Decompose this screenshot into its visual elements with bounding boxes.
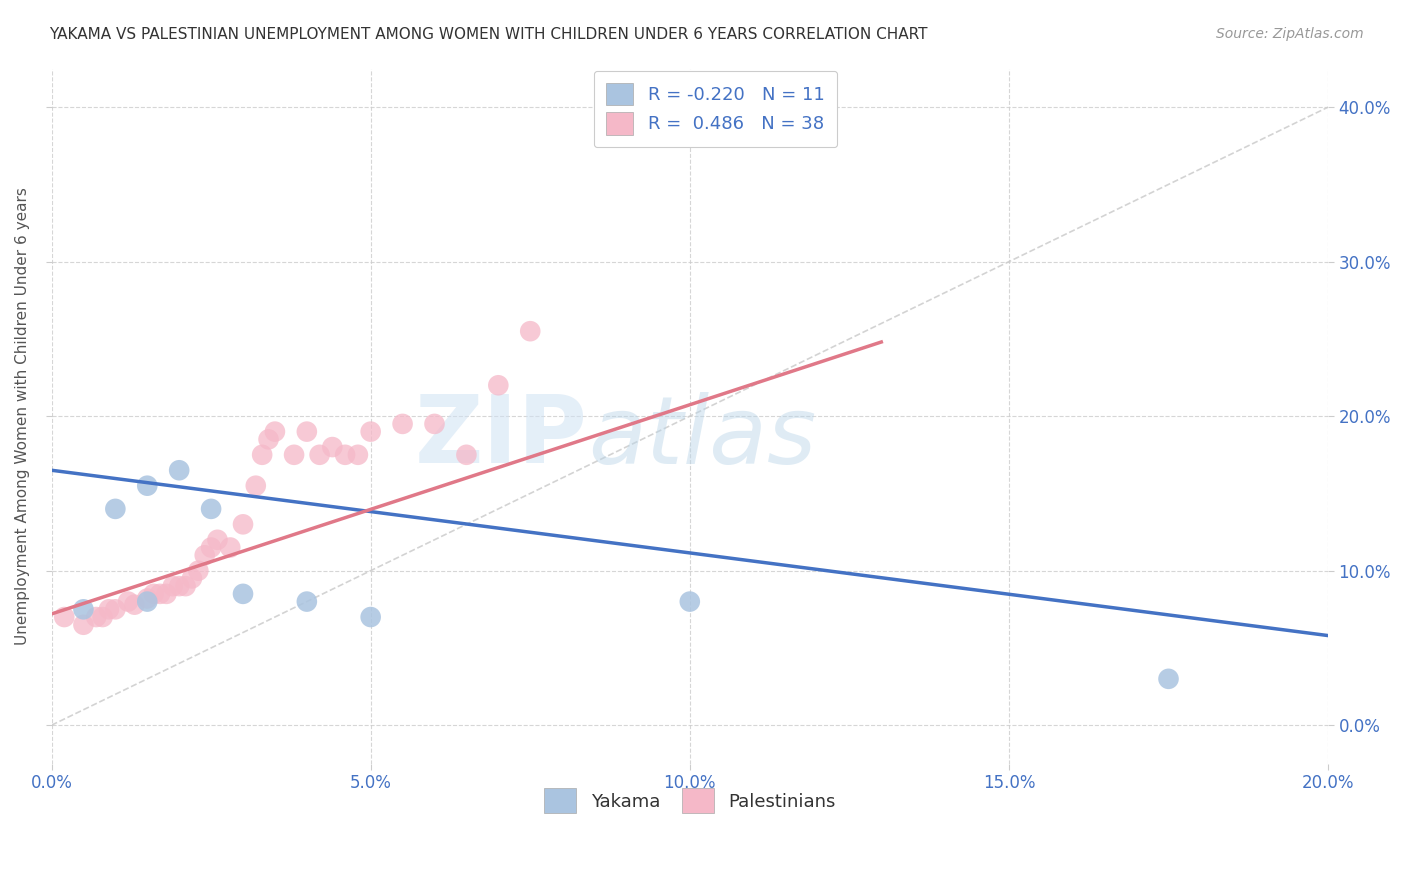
- Point: [174, 579, 197, 593]
- Point: [155, 587, 177, 601]
- Point: [283, 448, 305, 462]
- Point: [91, 610, 114, 624]
- Point: [104, 501, 127, 516]
- Point: [167, 463, 190, 477]
- Point: [136, 479, 159, 493]
- Y-axis label: Unemployment Among Women with Children Under 6 years: Unemployment Among Women with Children U…: [15, 187, 30, 645]
- Point: [486, 378, 509, 392]
- Point: [456, 448, 478, 462]
- Point: [264, 425, 287, 439]
- Point: [308, 448, 330, 462]
- Point: [1157, 672, 1180, 686]
- Point: [53, 610, 76, 624]
- Point: [519, 324, 541, 338]
- Point: [423, 417, 446, 431]
- Point: [149, 587, 172, 601]
- Point: [232, 517, 254, 532]
- Point: [84, 610, 107, 624]
- Point: [232, 587, 254, 601]
- Point: [200, 501, 222, 516]
- Point: [679, 594, 702, 608]
- Point: [104, 602, 127, 616]
- Point: [295, 425, 318, 439]
- Point: [250, 448, 273, 462]
- Point: [391, 417, 413, 431]
- Point: [142, 587, 165, 601]
- Point: [187, 564, 209, 578]
- Point: [360, 610, 382, 624]
- Point: [72, 617, 94, 632]
- Point: [360, 425, 382, 439]
- Point: [194, 548, 217, 562]
- Text: ZIP: ZIP: [415, 391, 588, 483]
- Point: [136, 591, 159, 606]
- Point: [200, 541, 222, 555]
- Point: [181, 571, 204, 585]
- Point: [124, 598, 146, 612]
- Point: [167, 579, 190, 593]
- Point: [295, 594, 318, 608]
- Legend: Yakama, Palestinians: Yakama, Palestinians: [533, 777, 846, 824]
- Point: [207, 533, 229, 547]
- Point: [162, 579, 184, 593]
- Text: YAKAMA VS PALESTINIAN UNEMPLOYMENT AMONG WOMEN WITH CHILDREN UNDER 6 YEARS CORRE: YAKAMA VS PALESTINIAN UNEMPLOYMENT AMONG…: [49, 27, 928, 42]
- Point: [347, 448, 370, 462]
- Point: [321, 440, 343, 454]
- Point: [72, 602, 94, 616]
- Point: [333, 448, 356, 462]
- Point: [117, 594, 139, 608]
- Point: [136, 594, 159, 608]
- Point: [98, 602, 121, 616]
- Point: [245, 479, 267, 493]
- Point: [219, 541, 242, 555]
- Text: atlas: atlas: [588, 392, 815, 483]
- Point: [257, 433, 280, 447]
- Text: Source: ZipAtlas.com: Source: ZipAtlas.com: [1216, 27, 1364, 41]
